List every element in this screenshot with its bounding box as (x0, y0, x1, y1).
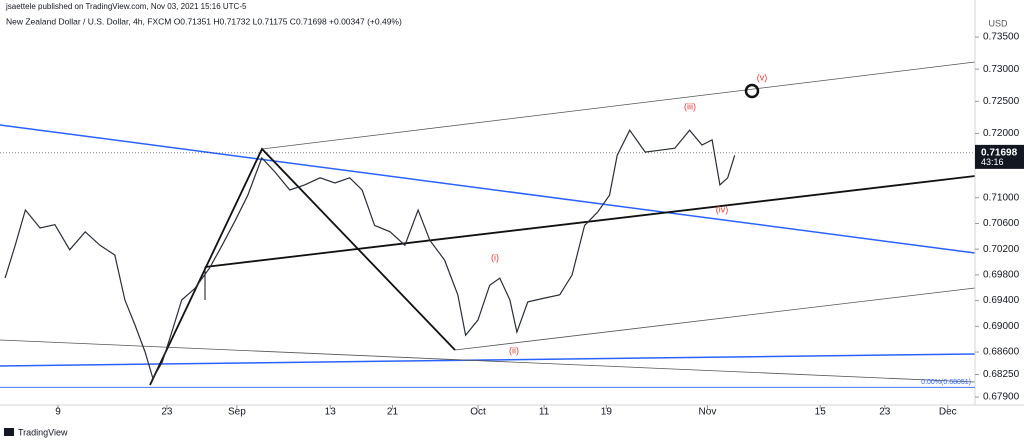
trendline (0, 124, 976, 254)
x-tick-label: 13 (325, 407, 337, 418)
x-tick-label: 15 (815, 407, 827, 418)
x-tick-label: Sep (228, 407, 246, 418)
channel-line (454, 287, 976, 351)
y-tick-label: 0.70600 (983, 218, 1020, 229)
y-tick-label: 0.70200 (983, 244, 1020, 255)
y-tick-label: 0.67900 (983, 392, 1020, 403)
x-tick-label: Nov (699, 407, 717, 418)
x-tick-label: Dec (939, 407, 957, 418)
x-tick-label: 21 (387, 407, 399, 418)
wave-label: (v) (757, 72, 768, 82)
y-tick-label: 0.73500 (983, 32, 1020, 43)
wave-label: (i) (491, 252, 499, 262)
y-tick-label: 0.68250 (983, 369, 1020, 380)
logo: TradingView (18, 427, 68, 437)
y-tick-label: 0.68600 (983, 347, 1020, 358)
symbol-legend: New Zealand Dollar / U.S. Dollar, 4h, FX… (6, 16, 402, 26)
x-tick-label: 23 (161, 407, 173, 418)
last-price-box (975, 144, 1024, 169)
wave-label: (ii) (509, 345, 519, 355)
x-tick-label: 19 (601, 407, 613, 418)
price-line (4, 129, 736, 380)
wave-label: (iii) (684, 101, 696, 111)
wave-line (149, 147, 456, 386)
y-tick-label: 0.72000 (983, 128, 1020, 139)
x-tick-label: Oct (470, 407, 486, 418)
channel-line (204, 175, 976, 268)
currency: USD (988, 18, 1008, 28)
channel-line (261, 61, 976, 150)
y-tick-label: 0.73000 (983, 64, 1020, 75)
y-tick-label: 0.69000 (983, 321, 1020, 332)
publisher: jsaettele published on TradingView.com, … (5, 2, 247, 11)
y-tick-label: 0.69800 (983, 270, 1020, 281)
x-tick-label: 9 (55, 407, 61, 418)
trendline (0, 339, 976, 383)
target-circle (744, 83, 760, 99)
y-tick-label: 0.72500 (983, 96, 1020, 107)
countdown: 43:16 (981, 157, 1004, 167)
wave-label: (iv) (716, 204, 729, 214)
logo-icon (4, 428, 14, 436)
trendline (0, 353, 976, 367)
last-price-label: 0.71698 (981, 148, 1018, 159)
x-tick-label: 11 (539, 407, 550, 418)
x-tick-label: 23 (879, 407, 891, 418)
fib-label: 0.00%(0.68051) (921, 379, 971, 386)
drawings (0, 61, 976, 386)
y-tick-label: 0.71000 (983, 192, 1020, 203)
y-tick-label: 0.69400 (983, 295, 1020, 306)
